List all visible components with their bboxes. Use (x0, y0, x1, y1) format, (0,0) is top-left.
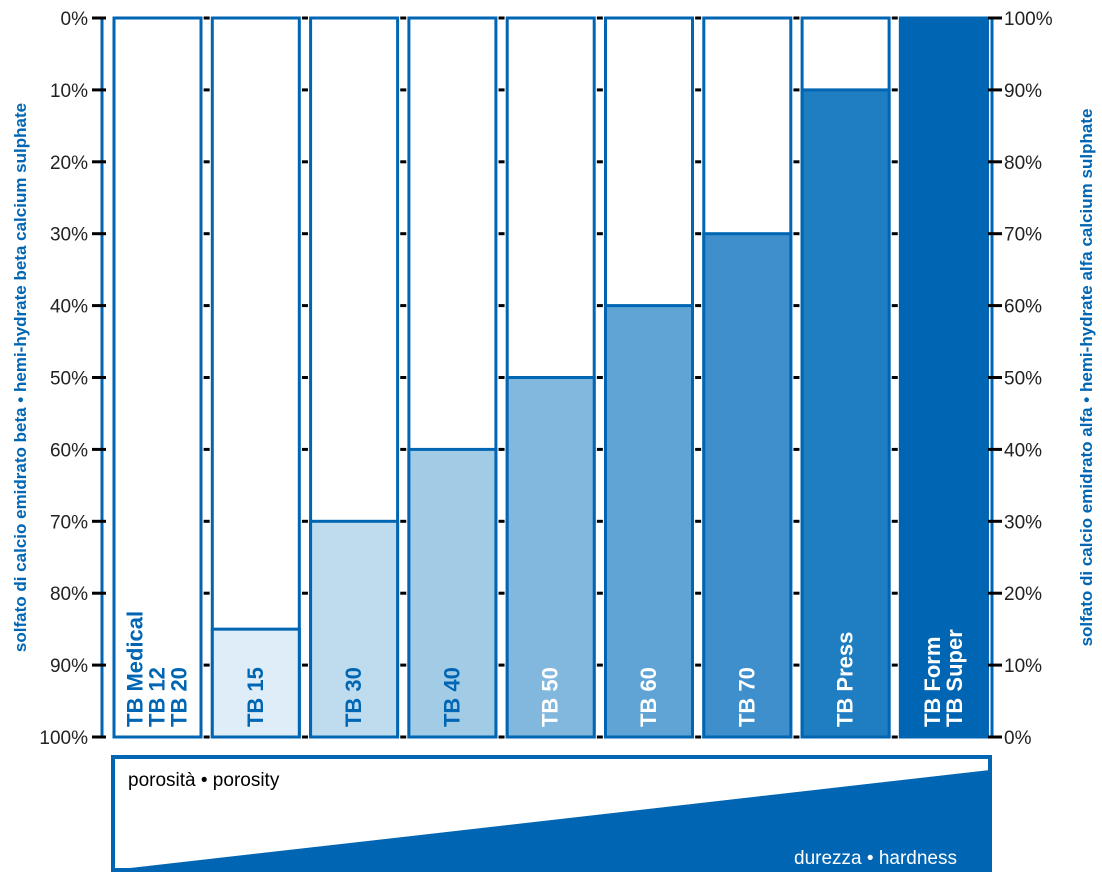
bar-alfa-segment (702, 232, 793, 739)
bar-label: TB Form (920, 637, 945, 727)
bar-label: TB Super (942, 629, 967, 727)
bar-label: TB Press (833, 632, 858, 727)
left-tick-label: 90% (50, 656, 88, 677)
left-tick-label: 10% (50, 81, 88, 102)
bar-alfa-segment (309, 519, 400, 739)
left-tick-label: 100% (39, 728, 88, 749)
hardness-label: durezza • hardness (794, 848, 957, 869)
hardness-wedge (113, 770, 990, 870)
right-tick-label: 70% (1004, 225, 1042, 246)
left-tick-label: 40% (50, 297, 88, 318)
right-tick-label: 10% (1004, 656, 1042, 677)
right-tick-label: 20% (1004, 584, 1042, 605)
bar-label: TB 50 (538, 667, 563, 727)
right-tick-label: 50% (1004, 369, 1042, 390)
bar-alfa-segment (210, 627, 301, 739)
bar-label: TB 20 (167, 667, 192, 727)
right-tick-label: 40% (1004, 440, 1042, 461)
axes-group: 0% 100% 10% 90% 20% 80% 30% 70% 40% 60% 50% 50% 60% 4… (11, 9, 1096, 749)
left-tick-label: 50% (50, 369, 88, 390)
left-tick-label: 60% (50, 440, 88, 461)
right-tick-label: 60% (1004, 297, 1042, 318)
porosity-hardness-wedge: porosità • porosity durezza • hardness (111, 755, 992, 872)
bar-alfa-segment (505, 376, 596, 739)
bar-frame (210, 16, 301, 739)
right-axis-title: solfato di calcio emidrato alfa • hemi-h… (1077, 109, 1096, 647)
right-tick-label: 30% (1004, 512, 1042, 533)
left-tick-label: 20% (50, 153, 88, 174)
bars-group (112, 16, 989, 739)
bar-label: TB 40 (439, 667, 464, 727)
left-tick-label: 30% (50, 225, 88, 246)
bar-alfa-segment (604, 304, 694, 739)
right-tick-label: 100% (1004, 9, 1053, 30)
bar-label: TB 60 (636, 667, 661, 727)
bar-alfa-segment (800, 88, 891, 739)
porosity-label: porosità • porosity (128, 770, 280, 791)
right-tick-label: 90% (1004, 81, 1042, 102)
bar-label: TB 30 (341, 667, 366, 727)
left-tick-label: 80% (50, 584, 88, 605)
bar-label: TB Medical (123, 611, 148, 727)
left-tick-label: 0% (61, 9, 89, 30)
bar-label: TB 15 (243, 667, 268, 727)
left-tick-label: 70% (50, 512, 88, 533)
bar-frame (112, 16, 203, 739)
bar-alfa-segment (898, 16, 989, 739)
left-axis-title: solfato di calcio emidrato beta • hemi-h… (11, 103, 30, 652)
bar-label: TB 12 (145, 667, 170, 727)
bar-alfa-segment (407, 447, 498, 739)
right-tick-label: 0% (1004, 728, 1032, 749)
right-tick-label: 80% (1004, 153, 1042, 174)
bar-label: TB 70 (734, 667, 759, 727)
